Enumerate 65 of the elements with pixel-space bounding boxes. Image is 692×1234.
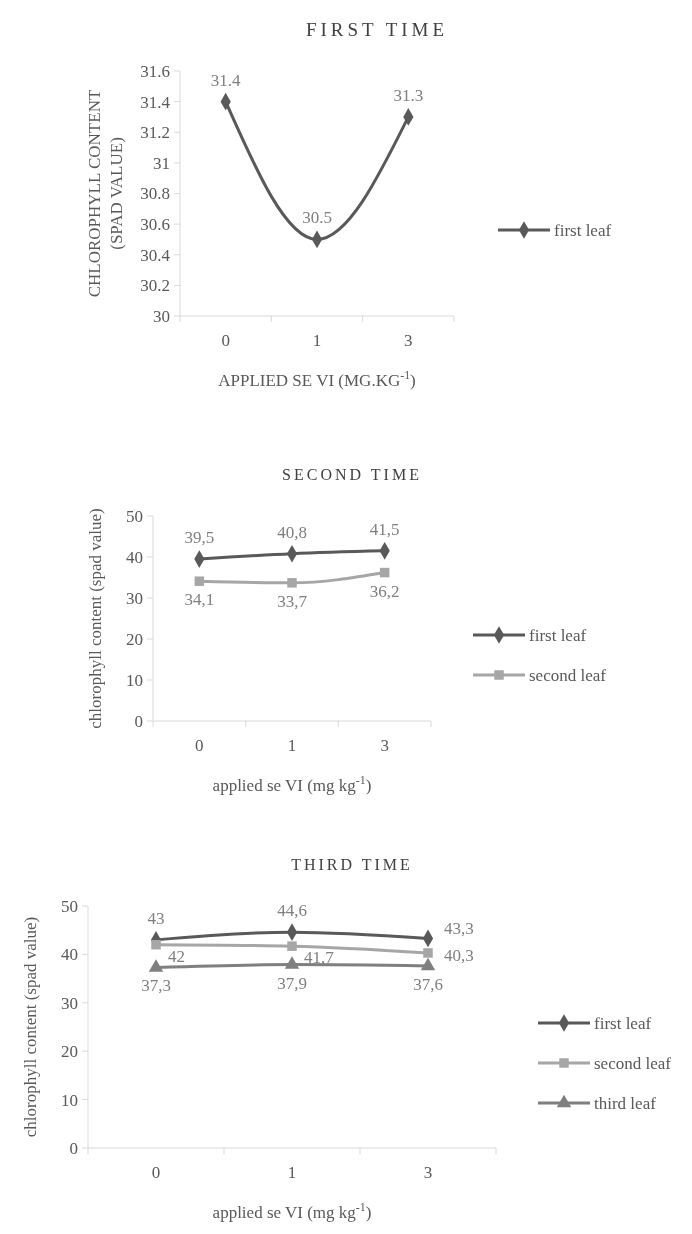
x-tick-label: 3 bbox=[404, 331, 413, 350]
x-tick-label: 1 bbox=[312, 331, 322, 350]
y-tick-label: 40 bbox=[61, 945, 78, 965]
data-label: 37,6 bbox=[413, 975, 443, 995]
x-tick-label: 3 bbox=[380, 736, 389, 755]
y-axis-title: chlorophyll content (spad value) bbox=[86, 508, 105, 729]
x-tick-label: 3 bbox=[423, 1163, 433, 1182]
y-axis-title: chlorophyll content (spad value) bbox=[21, 916, 40, 1138]
chart-title: SECOND TIME bbox=[282, 466, 422, 483]
data-label: 44,6 bbox=[277, 901, 307, 921]
y-tick-label: 30.8 bbox=[140, 184, 170, 204]
y-tick-label: 20 bbox=[61, 1042, 78, 1062]
data-label: 39,5 bbox=[184, 528, 215, 548]
x-tick-label: 1 bbox=[287, 736, 297, 755]
y-tick-label: 31.2 bbox=[140, 123, 170, 143]
legend-label: second leaf bbox=[594, 1053, 672, 1073]
point bbox=[194, 576, 205, 586]
legend-label: third leaf bbox=[594, 1093, 657, 1113]
data-label: 40,3 bbox=[444, 945, 474, 965]
point bbox=[287, 578, 297, 588]
data-label: 42 bbox=[168, 946, 185, 966]
data-label: 30.5 bbox=[302, 208, 332, 228]
legend-label: first leaf bbox=[529, 625, 587, 645]
data-label: 33,7 bbox=[277, 591, 308, 611]
data-label: 40,8 bbox=[277, 522, 307, 542]
y-tick-label: 31.6 bbox=[140, 61, 170, 81]
legend-label: second leaf bbox=[529, 665, 607, 685]
y-tick-label: 10 bbox=[126, 670, 143, 690]
chart-title: THIRD TIME bbox=[291, 856, 413, 873]
y-axis-title: CHLOROPHYLL CONTENT (SPAD VALUE) bbox=[85, 89, 126, 298]
y-tick-label: 20 bbox=[126, 629, 143, 649]
data-label: 37,9 bbox=[277, 973, 307, 993]
data-label: 41,5 bbox=[369, 519, 400, 539]
y-tick-label: 40 bbox=[126, 547, 143, 567]
y-tick-label: 30 bbox=[61, 993, 78, 1013]
y-tick-label: 0 bbox=[69, 1138, 78, 1158]
y-tick-label: 31 bbox=[153, 153, 170, 173]
data-label: 43,3 bbox=[444, 919, 474, 939]
data-label: 31.4 bbox=[210, 70, 242, 90]
y-tick-label: 30.6 bbox=[140, 215, 170, 235]
x-axis-title: applied se VI (mg kg$^{-1}$) bbox=[212, 773, 372, 795]
chart-title: FIRST TIME bbox=[305, 19, 449, 40]
y-tick-label: 30.2 bbox=[140, 276, 170, 296]
data-label: 43 bbox=[147, 908, 165, 928]
y-tick-label: 10 bbox=[61, 1090, 78, 1110]
y-tick-label: 30 bbox=[126, 588, 143, 608]
y-tick-label: 0 bbox=[134, 711, 143, 731]
point bbox=[379, 567, 390, 578]
legend-label: first leaf bbox=[594, 1013, 652, 1033]
x-tick-label: 0 bbox=[195, 736, 204, 755]
y-tick-label: 50 bbox=[61, 896, 78, 916]
x-tick-label: 1 bbox=[287, 1163, 297, 1182]
y-tick-label: 30.4 bbox=[140, 245, 171, 265]
y-tick-label: 31.4 bbox=[140, 92, 171, 112]
data-label: 34,1 bbox=[184, 590, 215, 610]
data-label: 37,3 bbox=[141, 976, 171, 996]
x-axis-title: APPLIED SE VI (MG.KG$^{-1}$) bbox=[218, 368, 416, 390]
y-tick-label: 50 bbox=[126, 506, 143, 526]
data-label: 36,2 bbox=[369, 581, 400, 601]
data-label: 31.3 bbox=[393, 85, 424, 105]
legend-label: first leaf bbox=[554, 220, 612, 240]
x-axis-title: applied se VI (mg kg$^{-1}$) bbox=[212, 1200, 372, 1222]
x-tick-label: 0 bbox=[221, 331, 230, 350]
y-tick-label: 30 bbox=[153, 306, 170, 326]
data-label: 41,7 bbox=[304, 948, 335, 968]
